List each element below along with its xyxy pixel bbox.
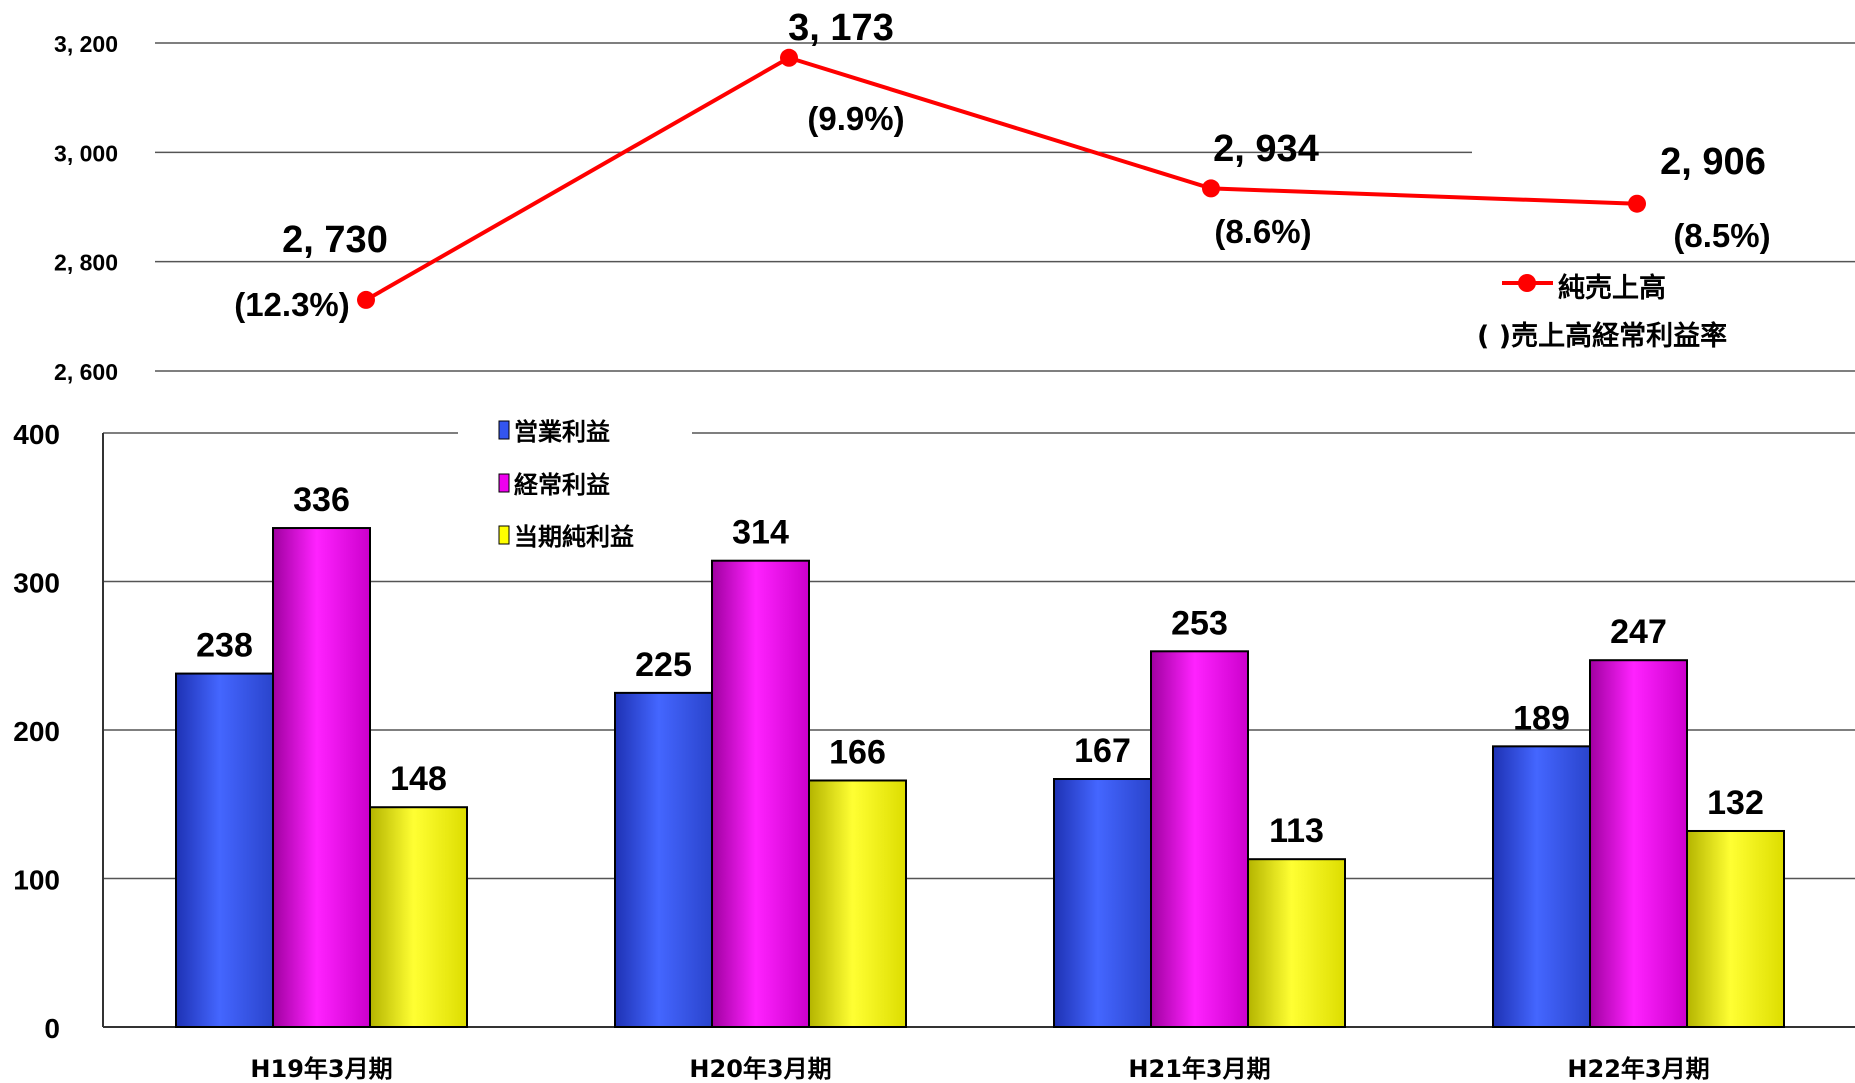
bar-y-tick-label: 400 xyxy=(13,419,60,450)
legend-line-marker xyxy=(1518,274,1536,292)
ordinary-profit-value-label: 253 xyxy=(1171,604,1228,642)
x-category-label: H21年3月期 xyxy=(1128,1055,1270,1083)
net-sales-line-chart: 2, 600 2, 800 3, 000 3, 200 2, 730 3, 173 2, 9… xyxy=(54,7,1855,385)
net-sales-series-line xyxy=(365,55,1638,302)
legend-swatch-net-income xyxy=(498,525,510,545)
operating-profit-bar xyxy=(1492,745,1591,1029)
net-sales-point xyxy=(1202,179,1220,198)
legend-swatch-operating-profit xyxy=(498,420,510,440)
legend-label-net-income: 当期純利益 xyxy=(514,523,634,551)
net-income-value-label: 113 xyxy=(1269,812,1324,850)
margin-rate-label: (9.9%) xyxy=(807,100,904,137)
net-income-value-label: 166 xyxy=(829,733,886,771)
bar-y-tick-label: 200 xyxy=(13,716,60,747)
net-income-value-label: 148 xyxy=(390,760,447,798)
x-category-label: H19年3月期 xyxy=(250,1055,392,1083)
x-category-label: H20年3月期 xyxy=(689,1055,831,1083)
bar-y-tick-label: 0 xyxy=(44,1013,60,1044)
legend-label-ordinary-profit: 経常利益 xyxy=(514,471,610,499)
net-income-bar xyxy=(1686,829,1785,1028)
line-y-tick-label: 3, 000 xyxy=(54,140,118,166)
net-sales-value-label: 2, 934 xyxy=(1213,128,1319,170)
operating-profit-value-label: 238 xyxy=(196,627,253,665)
net-sales-point xyxy=(780,48,798,67)
net-sales-point xyxy=(357,290,375,309)
line-y-tick-label: 3, 200 xyxy=(54,31,118,57)
operating-profit-bar xyxy=(1053,778,1152,1028)
bar-y-tick-label: 100 xyxy=(13,865,60,896)
ordinary-profit-bar xyxy=(711,559,810,1029)
operating-profit-value-label: 225 xyxy=(635,646,692,684)
margin-rate-label: (8.5%) xyxy=(1673,217,1770,254)
legend-margin-rate-label: ( )売上高経常利益率 xyxy=(1477,320,1727,352)
profit-bar-chart: 0 100 200 300 400 238 336 148 H19年3月期 225 314 166 H2… xyxy=(13,418,1855,1083)
legend-swatch-ordinary-profit xyxy=(498,473,510,493)
operating-profit-bar xyxy=(175,672,274,1028)
net-sales-value-label: 2, 730 xyxy=(282,219,388,261)
net-income-bar xyxy=(369,806,468,1028)
ordinary-profit-value-label: 336 xyxy=(293,481,350,519)
net-sales-value-label: 3, 173 xyxy=(788,7,894,49)
ordinary-profit-value-label: 247 xyxy=(1610,613,1667,651)
net-sales-value-label: 2, 906 xyxy=(1660,141,1766,183)
line-y-tick-label: 2, 600 xyxy=(54,359,118,385)
ordinary-profit-bar xyxy=(1589,659,1688,1029)
net-income-value-label: 132 xyxy=(1707,784,1764,822)
net-income-bar xyxy=(808,779,907,1028)
operating-profit-value-label: 167 xyxy=(1074,732,1131,770)
margin-rate-label: (12.3%) xyxy=(234,286,350,323)
margin-rate-label: (8.6%) xyxy=(1214,213,1311,250)
x-category-label: H22年3月期 xyxy=(1567,1055,1709,1083)
legend-net-sales-label: 純売上高 xyxy=(1558,272,1666,304)
operating-profit-bar xyxy=(614,691,713,1028)
legend-label-operating-profit: 営業利益 xyxy=(514,418,610,446)
ordinary-profit-bar xyxy=(272,527,371,1028)
bar-y-tick-label: 300 xyxy=(13,568,60,599)
operating-profit-value-label: 189 xyxy=(1513,699,1570,737)
ordinary-profit-value-label: 314 xyxy=(732,514,789,552)
net-income-bar xyxy=(1247,858,1346,1028)
line-y-tick-label: 2, 800 xyxy=(54,250,118,276)
ordinary-profit-bar xyxy=(1150,650,1249,1028)
net-sales-point xyxy=(1628,194,1646,213)
